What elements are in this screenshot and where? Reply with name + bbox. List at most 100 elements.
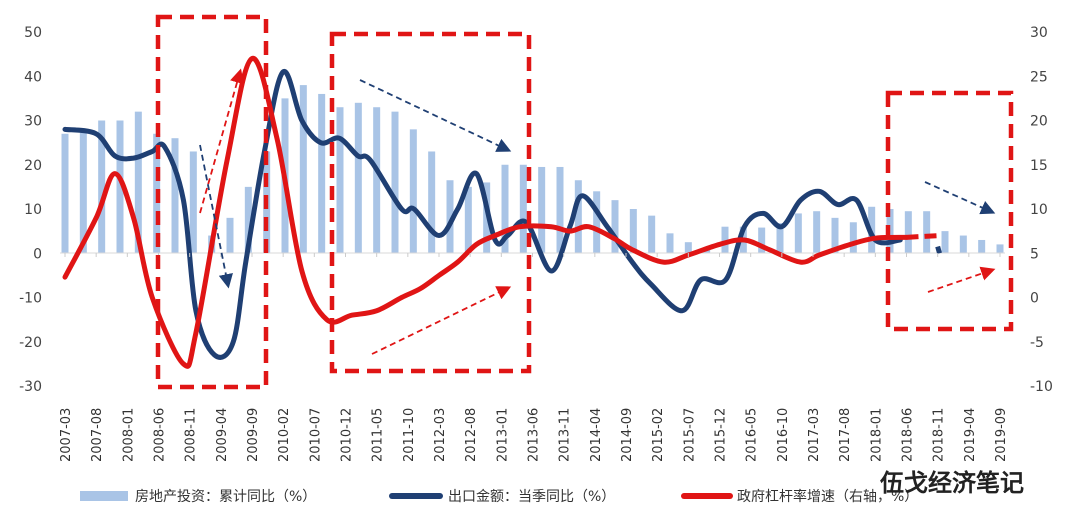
watermark: 伍戈经济笔记 (880, 469, 1024, 497)
bar (684, 242, 692, 254)
legend-swatch-bar (80, 491, 128, 501)
bar (79, 129, 87, 254)
x-tick-label: 2010-07 (308, 408, 323, 462)
bar (336, 107, 344, 254)
bar (556, 166, 564, 254)
left-tick-label: -30 (19, 379, 42, 395)
left-tick-label: 40 (24, 69, 42, 85)
gov-leverage-line-forecast (906, 233, 940, 240)
x-axis-ticks: 2007-03 2007-08 2008-01 2008-06 2008-11 2009-… (59, 253, 1009, 462)
right-tick-label: -10 (1030, 379, 1053, 395)
legend-label: 房地产投资：累计同比（%） (135, 489, 316, 505)
bar (428, 151, 436, 254)
bar (244, 186, 252, 254)
x-tick-label: 2011-10 (402, 408, 417, 462)
bar (318, 93, 326, 254)
x-tick-label: 2013-01 (495, 408, 510, 462)
left-tick-label: -10 (19, 291, 42, 307)
left-axis-ticks: 50 40 30 20 10 0 -10 -20 -30 (19, 25, 42, 395)
highlight-box-2011 (329, 31, 532, 374)
right-tick-label: 15 (1030, 158, 1048, 174)
x-tick-label: 2008-11 (184, 408, 199, 462)
gov-leverage-line (62, 56, 909, 369)
bar (373, 107, 381, 254)
x-tick-label: 2014-04 (589, 408, 604, 462)
bar (959, 235, 967, 254)
bar (776, 223, 784, 254)
legend: 房地产投资：累计同比（%） 出口金额：当季同比（%） 政府杠杆率增速（右轴，%） (80, 488, 918, 505)
x-tick-label: 2009-04 (215, 408, 230, 462)
x-tick-label: 2017-03 (807, 408, 822, 462)
x-tick-label: 2015-02 (651, 408, 666, 462)
x-tick-label: 2011-05 (371, 408, 386, 462)
line-series (62, 56, 942, 369)
bar (134, 111, 142, 254)
x-tick-label: 2008-06 (153, 408, 168, 462)
bar (171, 138, 179, 254)
export-line (62, 69, 903, 360)
x-tick-label: 2012-03 (433, 408, 448, 462)
arrow-up-icon (371, 286, 512, 355)
arrow-down-icon (924, 181, 996, 215)
bar (648, 215, 656, 254)
left-tick-label: 20 (24, 158, 42, 174)
bar (666, 233, 674, 254)
bar (904, 211, 912, 254)
bar (409, 129, 417, 254)
bar (794, 213, 802, 254)
bar (758, 227, 766, 254)
left-tick-label: 50 (24, 25, 42, 41)
export-line-forecast (935, 245, 942, 254)
legend-label: 出口金额：当季同比（%） (448, 489, 615, 505)
bar (978, 239, 986, 254)
bar (831, 217, 839, 254)
x-tick-label: 2015-12 (714, 408, 729, 462)
bar (189, 151, 197, 254)
x-tick-label: 2013-11 (558, 408, 573, 462)
left-tick-label: 0 (33, 246, 42, 262)
bar (446, 180, 454, 254)
x-tick-label: 2018-11 (932, 408, 947, 462)
right-tick-label: 10 (1030, 202, 1048, 218)
x-tick-label: 2010-12 (340, 408, 355, 462)
x-tick-label: 2012-08 (464, 408, 479, 462)
bar (519, 164, 527, 254)
x-tick-label: 2009-09 (246, 408, 261, 462)
bar (391, 111, 399, 254)
x-tick-label: 2013-06 (527, 408, 542, 462)
x-tick-label: 2015-07 (682, 408, 697, 462)
bar (574, 180, 582, 254)
bar (923, 211, 931, 254)
x-tick-label: 2016-10 (776, 408, 791, 462)
x-tick-label: 2018-01 (869, 408, 884, 462)
x-tick-label: 2019-09 (994, 408, 1009, 462)
x-tick-label: 2007-08 (90, 408, 105, 462)
bar (299, 85, 307, 254)
highlight-box-2019 (885, 90, 1014, 332)
x-tick-label: 2008-01 (121, 408, 136, 462)
annotations (155, 14, 1014, 390)
x-tick-label: 2010-02 (277, 408, 292, 462)
bar (611, 200, 619, 254)
x-tick-label: 2017-08 (838, 408, 853, 462)
left-tick-label: 10 (24, 202, 42, 218)
x-tick-label: 2019-04 (963, 408, 978, 462)
bar (61, 133, 69, 254)
arrow-down-icon (359, 79, 512, 152)
bar (593, 191, 601, 254)
arrow-down-icon (199, 144, 233, 289)
right-axis-ticks: 30 25 20 15 10 5 0 -5 -10 (1030, 25, 1053, 395)
left-tick-label: -20 (19, 335, 42, 351)
right-tick-label: 5 (1030, 246, 1039, 262)
bar (464, 186, 472, 254)
x-tick-label: 2007-03 (59, 408, 74, 462)
x-tick-label: 2016-05 (745, 408, 760, 462)
legend-label: 政府杠杆率增速（右轴，%） (737, 488, 918, 505)
bar (849, 222, 857, 254)
right-tick-label: 0 (1030, 291, 1039, 307)
right-tick-label: 20 (1030, 114, 1048, 130)
arrow-up-icon (199, 68, 244, 214)
bar (813, 211, 821, 254)
bar (996, 244, 1004, 254)
